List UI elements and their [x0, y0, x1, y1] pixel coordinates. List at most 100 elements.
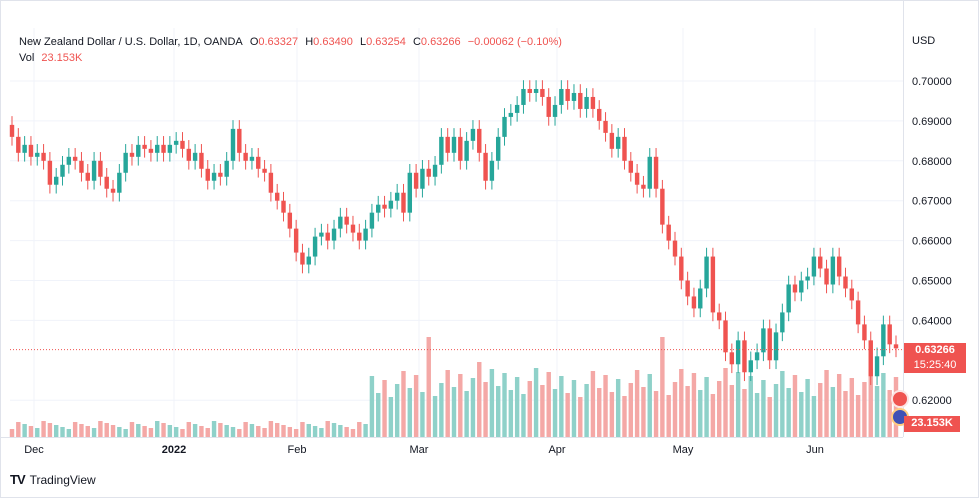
candle-body	[685, 280, 690, 297]
volume-bar	[578, 397, 583, 437]
candle-body	[773, 332, 779, 361]
candle-body	[881, 324, 886, 357]
brand-name: TradingView	[29, 472, 96, 487]
last-price-tag: 0.63266 15:25:40	[904, 343, 966, 373]
volume-bar	[565, 393, 570, 437]
volume-bar	[767, 397, 772, 437]
candle-body	[893, 344, 899, 349]
candle-body	[622, 136, 627, 161]
volume-bar	[445, 370, 450, 437]
volume-bar	[780, 371, 785, 437]
last-price-value: 0.63266	[915, 344, 955, 356]
candle-body	[186, 148, 192, 161]
candle-body	[754, 352, 760, 361]
candle-body	[597, 108, 602, 121]
candle-body	[818, 256, 823, 269]
candle-body	[9, 124, 15, 137]
volume-bar	[331, 423, 337, 437]
volume-bar	[85, 426, 90, 437]
candle-body	[723, 320, 728, 353]
volume-bar	[887, 390, 892, 437]
candle-body	[41, 152, 46, 161]
vol-label[interactable]: Vol	[19, 52, 35, 64]
candle-body	[710, 256, 716, 313]
vol-value: 23.153K	[41, 52, 83, 64]
volume-bar	[660, 337, 665, 437]
candle-body	[136, 144, 141, 157]
candle-body	[716, 312, 722, 321]
volume-bar	[72, 422, 78, 437]
volume-bar	[527, 381, 532, 437]
countdown-timer: 15:25:40	[913, 359, 957, 371]
volume-bar	[710, 394, 716, 437]
candle-body	[306, 256, 311, 265]
y-tick-label: 0.64000	[912, 315, 952, 327]
candle-body	[199, 152, 204, 169]
close-label: C	[412, 36, 421, 48]
candle-body	[205, 168, 210, 181]
tradingview-brand[interactable]: TV TradingView	[10, 472, 96, 487]
volume-bar	[830, 387, 836, 437]
candle-body	[660, 188, 665, 225]
volume-bar	[729, 385, 735, 437]
candle-body	[224, 160, 229, 177]
candle-body	[862, 324, 867, 341]
volume-bar	[312, 426, 318, 437]
candle-body	[142, 144, 147, 149]
candle-body	[559, 88, 564, 105]
volume-bar	[325, 421, 330, 437]
candle-body	[268, 172, 274, 193]
candle-body	[104, 176, 109, 189]
candle-body	[155, 144, 160, 153]
candle-body	[281, 200, 286, 213]
volume-bar	[843, 391, 848, 437]
candle-body	[117, 172, 122, 193]
change-value: −0.00062 (−0.10%)	[467, 36, 562, 48]
volume-bar	[274, 423, 280, 437]
event-badge-icon[interactable]	[891, 390, 909, 408]
low-label: L	[359, 36, 367, 48]
candle-body	[388, 200, 394, 209]
volume-bar	[123, 429, 128, 437]
open-label: O	[249, 36, 259, 48]
candle-body	[786, 284, 791, 313]
y-tick-label: 0.69000	[912, 116, 952, 128]
volume-bar	[98, 421, 103, 437]
volume-bar	[224, 425, 229, 437]
symbol-title[interactable]: New Zealand Dollar / U.S. Dollar, 1D, OA…	[19, 36, 243, 48]
candle-body	[603, 120, 608, 133]
volume-bar	[363, 424, 368, 437]
candle-body	[413, 172, 419, 189]
volume-bar	[862, 382, 867, 437]
volume-bar	[186, 422, 192, 437]
volume-bar	[824, 370, 829, 437]
candle-body	[148, 148, 154, 153]
volume-bar	[477, 362, 482, 437]
volume-bar	[155, 421, 160, 437]
volume-bar	[16, 422, 21, 437]
candle-body	[540, 88, 545, 97]
x-tick-label: 2022	[162, 444, 186, 456]
volume-bar	[230, 427, 236, 437]
volume-bar	[237, 429, 242, 437]
candle-body	[192, 152, 198, 161]
volume-bar	[22, 424, 27, 437]
candle-body	[470, 128, 476, 141]
volume-bar	[35, 428, 40, 437]
candle-body	[495, 136, 501, 161]
volume-bar	[205, 428, 210, 437]
candle-body	[180, 140, 185, 149]
candle-body	[836, 256, 842, 277]
candle-body	[552, 104, 558, 117]
candle-body	[293, 228, 299, 253]
candle-body	[533, 88, 539, 93]
candle-body	[110, 188, 116, 193]
high-value: 0.63490	[313, 36, 353, 48]
candle-body	[363, 228, 368, 241]
volume-bar	[647, 374, 652, 437]
candle-body	[824, 268, 829, 285]
candle-body	[514, 104, 520, 113]
candle-body	[350, 224, 356, 233]
volume-bar	[117, 427, 122, 437]
